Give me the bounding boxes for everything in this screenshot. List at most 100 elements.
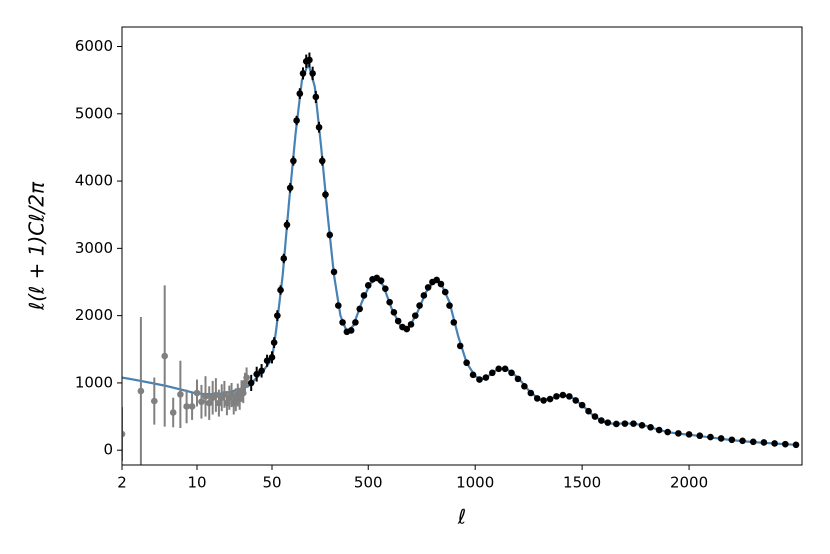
data-point [390, 308, 398, 316]
x-axis-label: ℓ [457, 505, 466, 529]
x-tick-label: 1000 [456, 474, 494, 492]
data-point [771, 440, 778, 447]
data-point [521, 382, 528, 390]
data-point [696, 432, 704, 440]
data-point [501, 365, 509, 373]
data-point [482, 374, 490, 381]
data-point [463, 359, 470, 367]
data-point [212, 391, 220, 399]
y-tick-label: 4000 [75, 172, 113, 190]
x-tick-label: 1500 [563, 474, 601, 492]
data-point [424, 284, 432, 291]
data-point [352, 319, 359, 326]
x-tick-label: 2 [117, 474, 127, 492]
axes-frame [121, 26, 803, 466]
data-point [621, 420, 629, 427]
y-axis-label: ℓ(ℓ + 1)Cℓ/2π [25, 181, 49, 311]
data-point [546, 395, 554, 403]
data-point [664, 428, 671, 436]
data-point [293, 117, 300, 124]
data-point [347, 327, 355, 334]
data-point [792, 441, 800, 449]
data-point [326, 231, 334, 239]
data-point [433, 276, 440, 284]
data-point [253, 370, 260, 378]
data-point [412, 312, 419, 319]
y-tick-label: 1000 [75, 373, 113, 391]
data-point [685, 431, 693, 438]
data-point [270, 339, 278, 346]
data-point [382, 285, 389, 293]
data-point [739, 437, 746, 445]
data-point [296, 90, 304, 97]
data-point [215, 399, 223, 407]
data-point [495, 365, 503, 373]
data-point [258, 367, 265, 375]
data-point [286, 184, 294, 192]
data-point [322, 191, 329, 198]
data-point [274, 312, 281, 319]
data-point [330, 268, 338, 276]
data-point [450, 319, 458, 326]
data-point [508, 369, 515, 377]
data-point [514, 375, 522, 383]
data-point [604, 419, 612, 426]
data-point [403, 325, 411, 333]
data-point [151, 397, 158, 405]
data-point [760, 439, 768, 446]
data-point [394, 317, 402, 325]
data-point [339, 319, 346, 326]
data-point [137, 387, 145, 395]
x-tick-label: 500 [354, 474, 383, 492]
data-point [407, 321, 415, 328]
data-point [312, 93, 320, 101]
data-point [728, 436, 736, 444]
x-tick-label: 2000 [670, 474, 708, 492]
data-point [416, 302, 423, 309]
data-point [441, 288, 449, 296]
plot-area [122, 52, 800, 465]
data-point [247, 379, 255, 387]
data-point [446, 302, 453, 309]
data-point [717, 435, 725, 442]
data-point [591, 413, 599, 420]
data-point [476, 376, 483, 383]
data-point [647, 424, 654, 431]
data-point [263, 357, 271, 365]
y-tick-label: 2000 [75, 306, 113, 324]
data-point [420, 292, 428, 299]
data-point [364, 282, 372, 289]
data-point [675, 430, 682, 437]
data-point [188, 403, 196, 410]
data-point [437, 280, 445, 288]
data-point [598, 417, 605, 424]
data-point [299, 70, 307, 77]
data-point [283, 221, 291, 229]
y-tick-label: 3000 [75, 239, 113, 257]
data-point [306, 56, 313, 64]
data-point [290, 157, 297, 165]
data-point [533, 395, 541, 402]
data-point [268, 354, 276, 361]
data-point [122, 430, 126, 438]
data-point [183, 403, 190, 410]
data-point [553, 393, 560, 400]
data-point [488, 369, 496, 377]
x-tick-label: 50 [262, 474, 281, 492]
data-point [377, 277, 385, 284]
data-point [198, 398, 205, 406]
data-point [318, 157, 326, 165]
theory-line [122, 59, 797, 446]
y-tick-label: 0 [103, 441, 113, 459]
data-point [749, 438, 757, 446]
data-point [630, 420, 637, 427]
data-point [655, 426, 663, 434]
data-point [386, 298, 393, 306]
data-point [356, 305, 363, 313]
data-point [527, 389, 535, 397]
data-point [559, 391, 567, 399]
data-point [335, 302, 342, 309]
data-point [205, 399, 213, 407]
x-tick-label: 10 [187, 474, 206, 492]
data-point [243, 374, 250, 381]
